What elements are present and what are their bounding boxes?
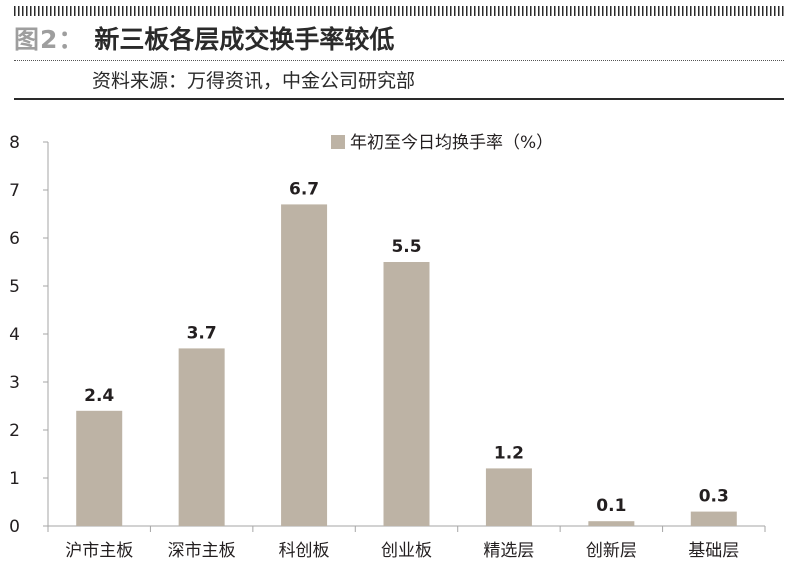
y-tick-label: 2 xyxy=(9,421,20,441)
x-tick-label: 科创板 xyxy=(279,541,330,561)
x-tick-label: 基础层 xyxy=(688,541,739,561)
data-label: 5.5 xyxy=(391,237,421,257)
bar xyxy=(588,521,635,526)
header-dotted-rule xyxy=(14,60,784,61)
source-note: 资料来源：万得资讯，中金公司研究部 xyxy=(92,70,416,92)
bar xyxy=(690,511,737,526)
figure-title: 新三板各层成交换手率较低 xyxy=(94,25,395,54)
data-label: 3.7 xyxy=(187,323,217,343)
x-tick-label: 创业板 xyxy=(381,541,432,561)
y-tick-label: 1 xyxy=(9,469,20,489)
data-label: 0.1 xyxy=(596,496,626,516)
bar xyxy=(383,262,430,526)
y-tick-label: 5 xyxy=(9,277,20,297)
x-tick-label: 精选层 xyxy=(483,541,534,561)
x-tick-label: 创新层 xyxy=(586,541,637,561)
data-label: 1.2 xyxy=(494,443,524,463)
figure-title-row: 图2： 新三板各层成交换手率较低 xyxy=(14,20,394,56)
y-tick-label: 0 xyxy=(9,517,20,537)
y-tick-label: 3 xyxy=(9,373,20,393)
data-label: 0.3 xyxy=(699,487,729,507)
y-tick-label: 7 xyxy=(9,181,20,201)
bar xyxy=(178,348,225,526)
legend-swatch xyxy=(331,135,345,149)
bar xyxy=(485,468,532,526)
bar xyxy=(76,410,123,526)
bar xyxy=(281,204,328,526)
header-top-rule xyxy=(14,6,784,16)
y-tick-label: 4 xyxy=(9,325,20,345)
y-tick-label: 6 xyxy=(9,229,20,249)
x-tick-label: 深市主板 xyxy=(168,541,236,561)
figure-number: 图2： xyxy=(14,25,85,54)
data-label: 6.7 xyxy=(289,179,319,199)
data-label: 2.4 xyxy=(84,386,114,406)
x-tick-label: 沪市主板 xyxy=(65,541,133,561)
header-bottom-rule xyxy=(14,98,784,100)
legend-label: 年初至今日均换手率（%） xyxy=(350,133,553,153)
y-tick-label: 8 xyxy=(9,133,20,153)
